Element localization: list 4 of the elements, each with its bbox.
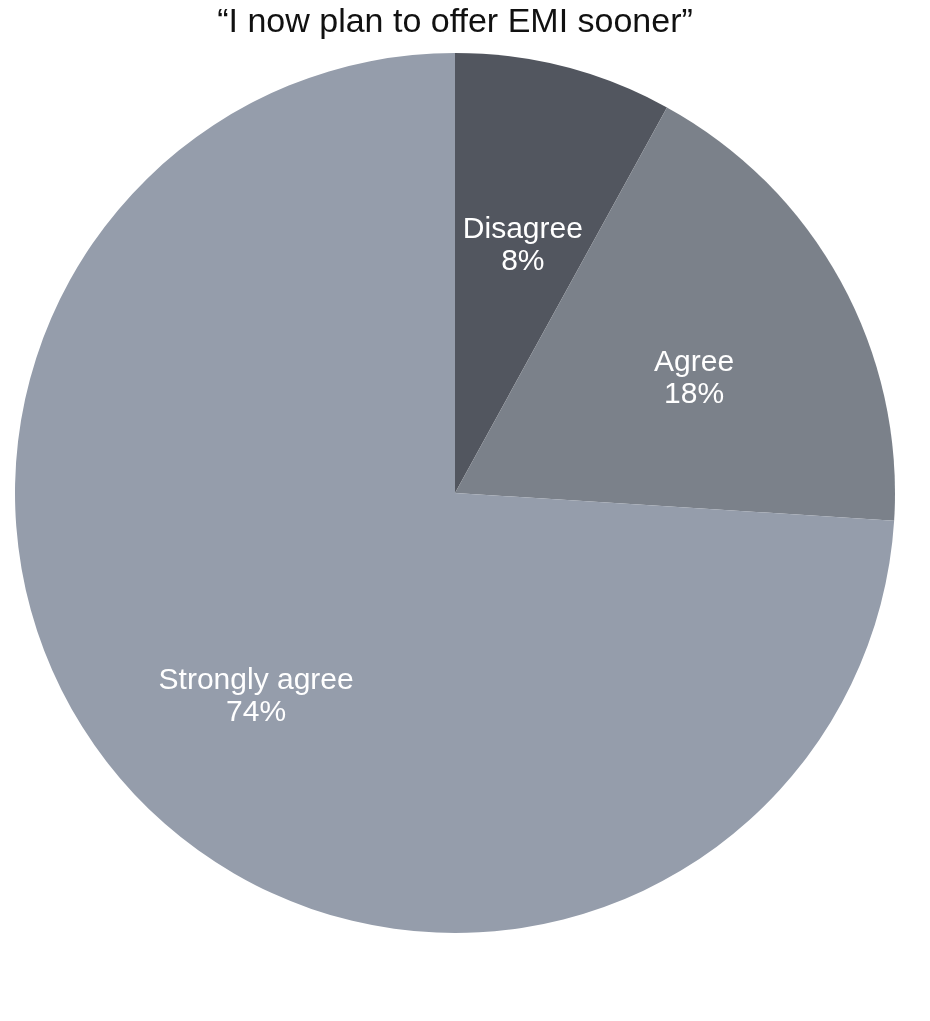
slice-label: Agree	[654, 343, 735, 377]
chart-title: “I now plan to offer EMI sooner”	[217, 1, 693, 39]
slice-label: Strongly agree	[158, 661, 354, 695]
slice-label: Disagree	[462, 210, 583, 244]
